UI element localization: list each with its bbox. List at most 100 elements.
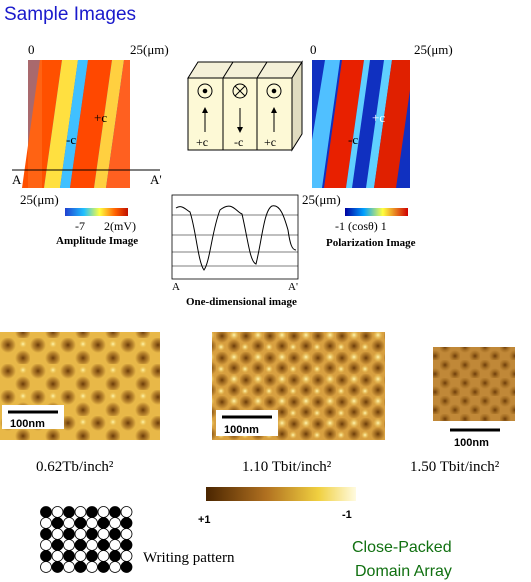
pattern-dot — [109, 561, 121, 573]
pattern-dot — [40, 506, 52, 518]
amplitude-panel: 0 25(μm) +c -c A A' 25(μm) -7 2(mV) Ampl… — [12, 42, 169, 247]
pattern-dot — [63, 539, 75, 551]
stripe — [94, 60, 124, 188]
point-label: A — [12, 172, 22, 187]
stripe — [374, 60, 410, 188]
pattern-label: Writing pattern — [143, 550, 235, 566]
scale-label: -1 — [342, 509, 352, 521]
pattern-dot — [97, 550, 110, 562]
axis-label: 25(μm) — [20, 192, 59, 207]
cube-edge — [222, 61, 234, 79]
out-symbol — [266, 83, 282, 99]
afm-image — [433, 347, 515, 421]
pattern-dot — [109, 528, 121, 540]
in-symbol — [234, 85, 246, 97]
out-symbol — [271, 88, 277, 94]
density-label: 1.50 Tbit/inch² — [410, 459, 500, 475]
axis-label: 25(μm) — [302, 192, 341, 207]
scale-label: 100nm — [454, 437, 489, 449]
color-scale — [65, 208, 128, 216]
pattern-dot — [109, 550, 121, 562]
pattern-dot — [109, 517, 121, 529]
array-label: Domain Array — [355, 563, 452, 580]
profile-curve — [175, 205, 297, 271]
stripe — [106, 60, 130, 188]
stripe — [366, 60, 392, 188]
title: Sample Images — [4, 4, 136, 25]
pattern-dot — [120, 561, 133, 573]
stripe — [312, 60, 340, 188]
scale-box — [216, 410, 278, 436]
pattern-dot — [109, 539, 121, 551]
pattern-dot — [74, 517, 87, 529]
scale-label: 100nm — [224, 424, 259, 436]
pattern-dot — [74, 539, 87, 551]
pattern-dot — [51, 506, 64, 518]
caption: Polarization Image — [326, 237, 416, 249]
polarization-panel: 0 25(μm) +c -c 25(μm) -1 (cosθ) 1 Polari… — [302, 42, 453, 249]
pattern-dot — [63, 561, 75, 573]
pattern-dot — [120, 550, 133, 562]
domain-label: -c — [234, 135, 243, 149]
pattern-dot — [86, 539, 98, 551]
pattern-dot — [120, 506, 133, 518]
axis-label: 25(μm) — [414, 42, 453, 57]
point-label: A' — [288, 281, 298, 293]
color-scale — [345, 208, 408, 216]
pattern-dot — [86, 528, 98, 540]
stripe — [70, 60, 112, 188]
pattern-dot — [63, 517, 75, 529]
pattern-dot — [97, 517, 110, 529]
pattern-dot — [51, 517, 64, 529]
caption: Amplitude Image — [56, 235, 138, 247]
density-label: 0.62Tb/inch² — [36, 459, 114, 475]
pattern-dot — [74, 561, 87, 573]
scale-label: -7 — [75, 219, 85, 233]
point-label: A — [172, 281, 180, 293]
writing-pattern — [40, 506, 133, 573]
domain-label: -c — [66, 132, 76, 147]
scale-label: 100nm — [10, 418, 45, 430]
pattern-dot — [86, 550, 98, 562]
pattern-dot — [40, 550, 52, 562]
pattern-dot — [109, 506, 121, 518]
caption: One-dimensional image — [186, 296, 297, 308]
pattern-dot — [86, 561, 98, 573]
pattern-dot — [51, 528, 64, 540]
array-label: Close-Packed — [352, 539, 452, 556]
cube-top — [187, 61, 303, 79]
domain-label: -c — [348, 132, 358, 147]
pattern-dot — [63, 550, 75, 562]
pattern-dot — [40, 561, 52, 573]
domain-label: +c — [94, 110, 107, 125]
pattern-dot — [97, 539, 110, 551]
color-scale — [206, 487, 356, 501]
pattern-dot — [86, 517, 98, 529]
pattern-dot — [51, 550, 64, 562]
cube-side — [291, 60, 303, 152]
pattern-dot — [74, 506, 87, 518]
axis-label: 25(μm) — [130, 42, 169, 57]
pattern-dot — [51, 539, 64, 551]
stripe — [60, 60, 88, 188]
pattern-dot — [97, 561, 110, 573]
pattern-dot — [51, 561, 64, 573]
pattern-dot — [74, 550, 87, 562]
pattern-dot — [74, 528, 87, 540]
pattern-dot — [63, 528, 75, 540]
pattern-dot — [63, 506, 75, 518]
scale-label: +1 — [198, 514, 211, 526]
out-symbol — [202, 88, 208, 94]
plot-frame — [171, 194, 299, 280]
pattern-dot — [40, 517, 52, 529]
pattern-dot — [120, 528, 133, 540]
point-label: A' — [150, 172, 162, 187]
scale-box — [2, 405, 64, 429]
axis-label: 0 — [310, 42, 317, 57]
out-symbol — [197, 83, 213, 99]
domain-label: +c — [264, 135, 276, 149]
pattern-dot — [97, 506, 110, 518]
stripe — [44, 60, 78, 188]
domain-label: +c — [196, 135, 208, 149]
